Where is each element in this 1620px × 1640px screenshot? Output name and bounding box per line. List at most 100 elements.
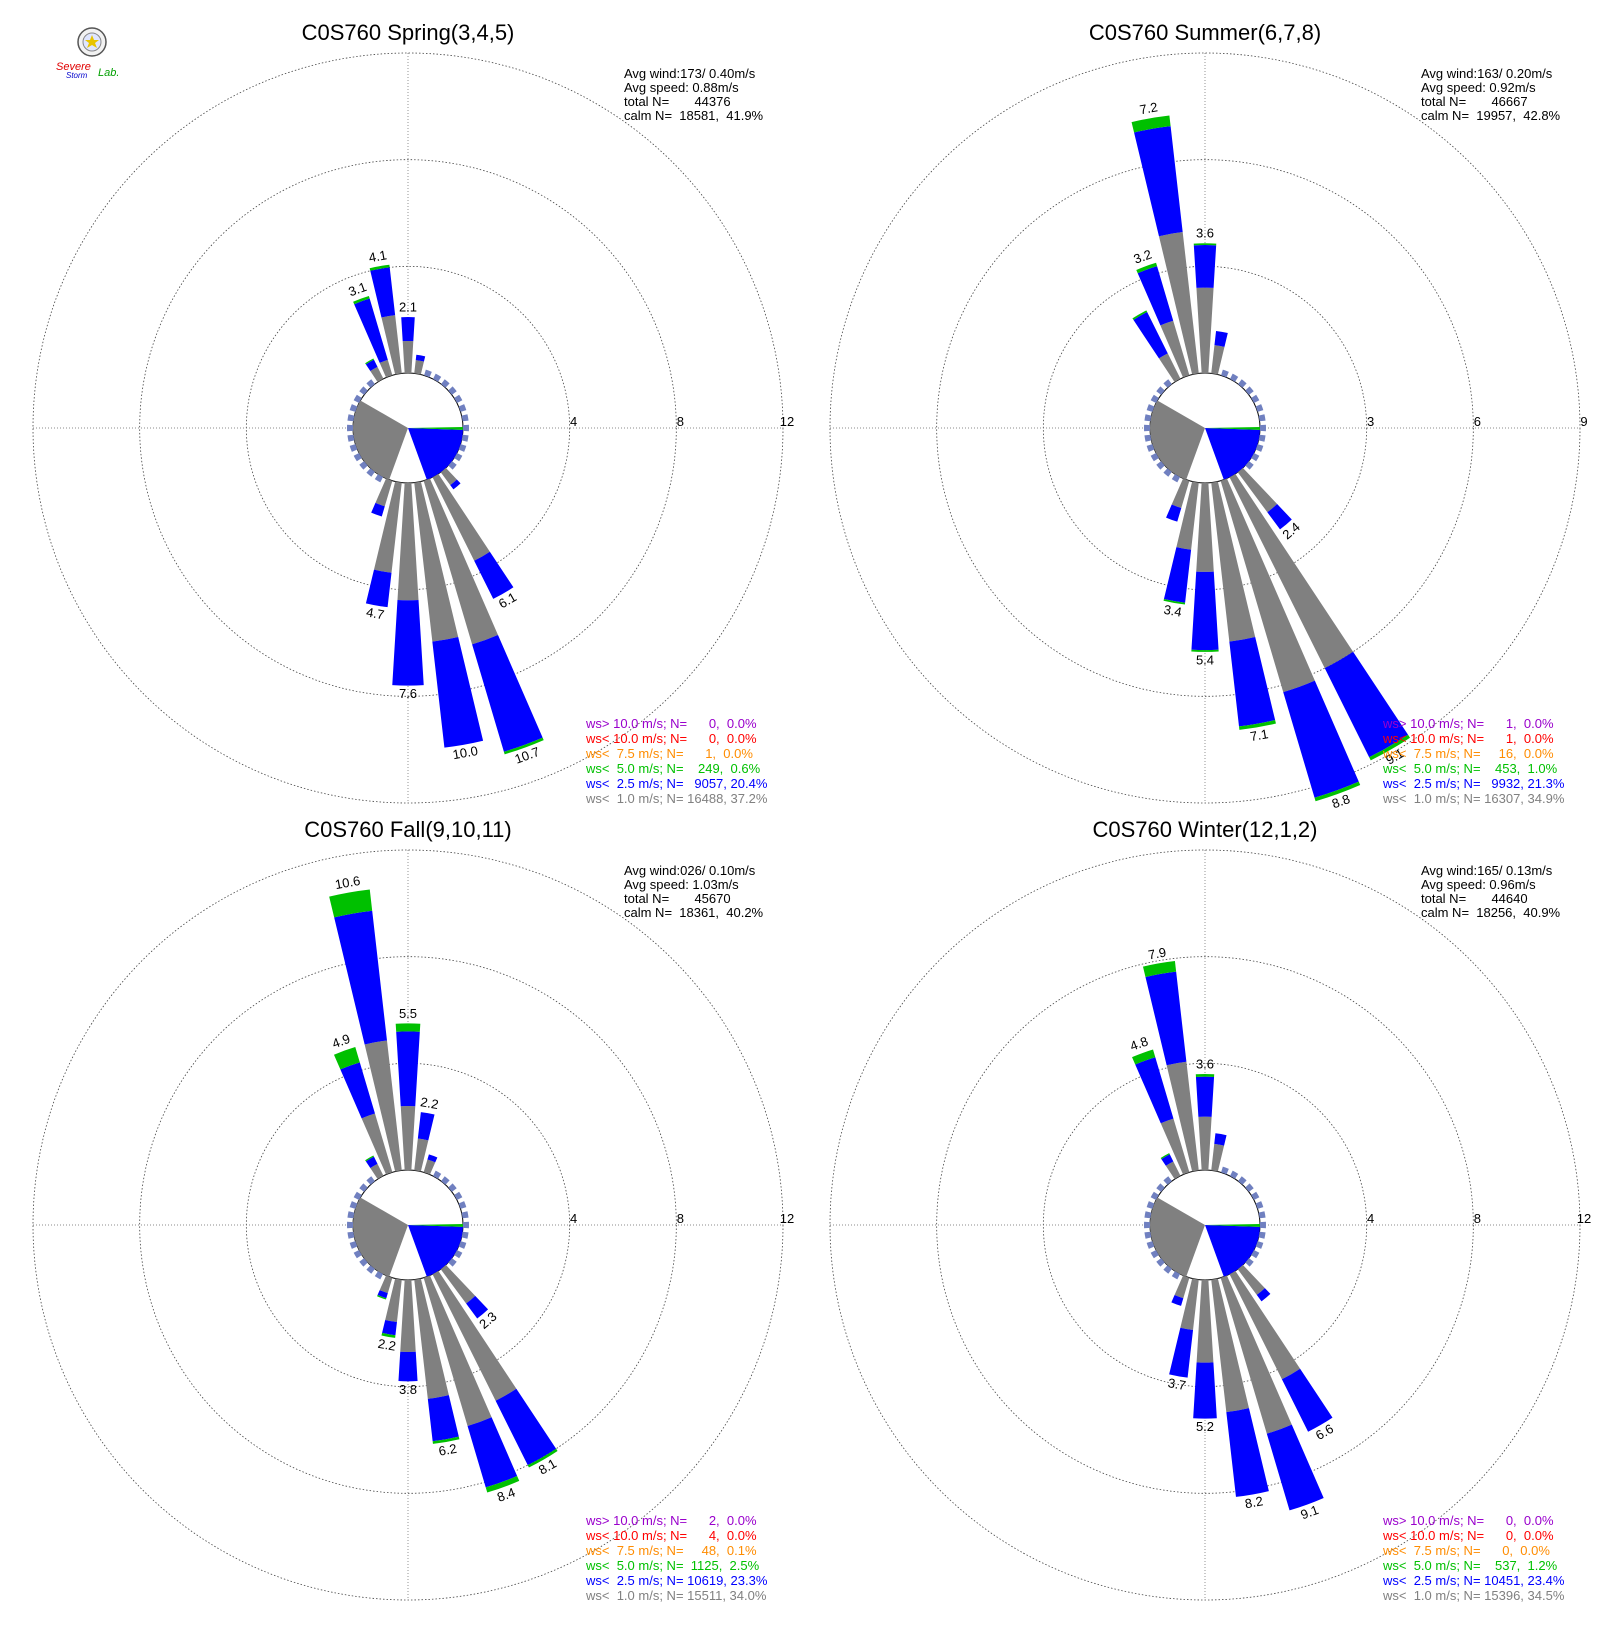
minor-sector-bar [1171, 474, 1181, 483]
bar-segment-blue [1161, 1154, 1174, 1166]
minor-sector-bar [1251, 1191, 1260, 1201]
bar-segment-gray [385, 1278, 402, 1323]
bar-segment-gray [370, 366, 384, 383]
bar-segment-green [353, 296, 370, 305]
minor-sector-bar [346, 424, 354, 432]
bar-segment-blue [1145, 971, 1187, 1066]
minor-sector-bar [448, 461, 457, 470]
bar-label: 2.2 [419, 1094, 439, 1112]
minor-sector-bar [1146, 1201, 1155, 1209]
grid-ring [32, 52, 784, 804]
bar-segment-blue [474, 551, 514, 599]
bar-segment-gray [440, 467, 457, 486]
bar-segment-gray [423, 1275, 492, 1427]
minor-sector-bar [1245, 386, 1254, 395]
bar-label: 4.9 [330, 1031, 352, 1051]
minor-sector-bar [366, 1176, 375, 1185]
grid-ring [936, 956, 1474, 1494]
bar-segment-blue [370, 267, 396, 318]
grid-ring [829, 52, 1581, 804]
bar-label: 3.7 [1167, 1375, 1187, 1393]
legend-entry: ws< 1.0 m/s; N= 15511, 34.0% [585, 1588, 767, 1603]
lab-logo-graphic: Severe Storm Lab. [56, 27, 119, 80]
bar-segment-blue [396, 1031, 420, 1107]
minor-sector-bar [1144, 424, 1151, 432]
minor-sector-bar [349, 404, 358, 412]
info-line: Avg speed: 1.03m/s [624, 877, 739, 892]
bar-segment-blue [1135, 1057, 1174, 1124]
bar-segment-blue [1191, 571, 1219, 651]
legend-entry: ws> 10.0 m/s; N= 0, 0.0% [1382, 1513, 1554, 1528]
minor-sector-bar [1156, 1183, 1165, 1192]
minor-sector-bar [366, 379, 375, 388]
minor-sector-bar [1229, 1170, 1239, 1179]
bar-segment-gray [381, 315, 402, 375]
bar-label: 3.8 [399, 1382, 417, 1397]
minor-sector-bar [1259, 424, 1266, 432]
bar-label: 8.4 [495, 1484, 517, 1504]
bar-label: 8.8 [1330, 791, 1352, 811]
bar-label: 10.0 [451, 743, 479, 762]
minor-sector-bar [353, 394, 362, 404]
bar-segment-blue [1214, 330, 1228, 347]
bar-segment-green [503, 737, 544, 755]
bar-segment-gray [414, 481, 459, 642]
bar-segment-blue [365, 569, 392, 608]
bar-segment-blue [472, 634, 543, 752]
minor-sector-bar [1255, 404, 1264, 412]
bar-segment-gray [1229, 1270, 1301, 1380]
ring-label: 4 [1367, 1211, 1374, 1226]
bar-label: 3.6 [1196, 1056, 1214, 1071]
info-line: Avg speed: 0.92m/s [1421, 80, 1536, 95]
info-line: calm N= 19957, 42.8% [1421, 108, 1561, 123]
calm-pie-blue [408, 428, 463, 480]
bar-segment-gray [373, 481, 402, 573]
calm-pie-gray [1150, 400, 1205, 480]
minor-sector-bar [1258, 434, 1266, 442]
bar-segment-green [1163, 599, 1186, 605]
minor-sector-bar [1146, 404, 1155, 412]
bar-segment-blue [1137, 266, 1174, 326]
minor-sector-bar [359, 1183, 368, 1192]
minor-sector-bar [1156, 1258, 1165, 1267]
bar-segment-gray [1174, 1275, 1190, 1299]
bar-segment-gray [1158, 353, 1181, 383]
info-line: total N= 46667 [1421, 94, 1528, 109]
calm-pie-blue [1205, 428, 1260, 480]
panel-title: C0S760 Winter(12,1,2) [1093, 817, 1318, 842]
bar-segment-blue [450, 479, 461, 490]
minor-sector-bar [1150, 394, 1159, 404]
bar-segment-green [1238, 720, 1276, 730]
minor-sector-bar [1150, 1191, 1159, 1201]
legend-entry: ws< 2.5 m/s; N= 9932, 21.3% [1382, 776, 1565, 791]
minor-sector-bar [347, 414, 355, 422]
bar-segment-blue [1256, 1288, 1271, 1302]
minor-sector-bar [349, 444, 358, 452]
bar-segment-blue [354, 298, 388, 363]
bar-segment-gray [414, 360, 424, 375]
minor-sector-bar [1255, 1241, 1264, 1249]
ring-label: 8 [677, 414, 684, 429]
bar-segment-gray [361, 1113, 393, 1175]
bar-segment-green [1191, 649, 1219, 652]
bar-segment-green [1369, 734, 1411, 761]
legend-entry: ws< 1.0 m/s; N= 15396, 34.5% [1382, 1588, 1565, 1603]
bar-segment-gray [402, 340, 414, 374]
legend-entry: ws< 7.5 m/s; N= 48, 0.1% [585, 1543, 757, 1558]
minor-sector-bar [1163, 379, 1172, 388]
bar-segment-green [1193, 243, 1217, 246]
windrose-panel: 4 8 124.910.65.52.22.38.18.46.23.82.2C0S76… [32, 817, 794, 1603]
panel-title: C0S760 Summer(6,7,8) [1089, 20, 1321, 45]
grid-ring [139, 159, 677, 697]
calm-pie-blue [408, 1225, 463, 1277]
bar-segment-blue [1163, 547, 1192, 603]
legend-entry: ws> 10.0 m/s; N= 2, 0.0% [585, 1513, 757, 1528]
bar-segment-gray [432, 1270, 517, 1401]
legend-entry: ws< 10.0 m/s; N= 1, 0.0% [1382, 731, 1554, 746]
minor-sector-bar [366, 468, 375, 477]
legend-entry: ws< 1.0 m/s; N= 16307, 34.9% [1382, 791, 1565, 806]
bar-segment-blue [495, 1388, 557, 1466]
bar-segment-blue [377, 1290, 388, 1299]
minor-sector-bar [349, 1241, 358, 1249]
bar-segment-green [1132, 1049, 1156, 1065]
